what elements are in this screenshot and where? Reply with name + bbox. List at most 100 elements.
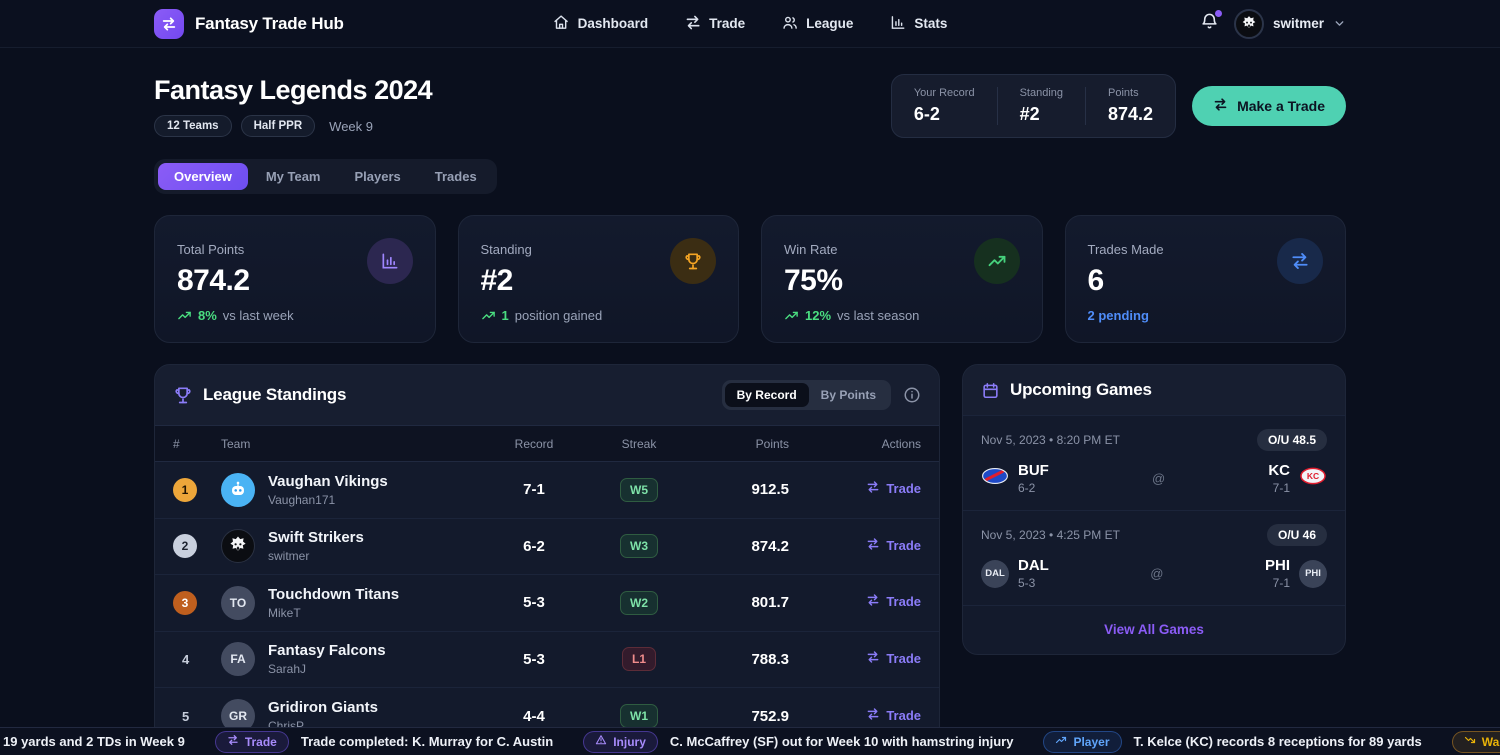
rank-number: 5 bbox=[182, 708, 190, 724]
standings-title: League Standings bbox=[203, 385, 347, 404]
team-points: 801.7 bbox=[751, 594, 789, 612]
trend-text: position gained bbox=[514, 308, 603, 323]
swap-icon bbox=[684, 14, 701, 34]
nav-item-stats[interactable]: Stats bbox=[889, 14, 947, 34]
trend-value: 12% bbox=[805, 308, 832, 323]
league-header: Fantasy Legends 2024 12 Teams Half PPR W… bbox=[154, 74, 1346, 138]
waiver-badge: Waiver bbox=[1451, 730, 1500, 753]
chevron-down-icon bbox=[1333, 17, 1346, 30]
top-nav: Fantasy Trade Hub Dashboard Trade League… bbox=[0, 0, 1500, 48]
at-symbol: @ bbox=[1151, 471, 1166, 486]
sort-by-points-button[interactable]: By Points bbox=[809, 383, 888, 407]
tab-my-team[interactable]: My Team bbox=[250, 163, 337, 190]
away-team-record: 5-3 bbox=[1018, 576, 1036, 590]
streak-badge: W3 bbox=[620, 534, 658, 559]
swap-icon bbox=[866, 537, 880, 554]
nav-item-trade[interactable]: Trade bbox=[684, 14, 745, 34]
record-label: Your Record bbox=[913, 87, 975, 99]
stat-cards: Total Points 874.2 8% vs last week Stand… bbox=[154, 215, 1346, 343]
sort-by-record-button[interactable]: By Record bbox=[724, 383, 809, 407]
ticker-item: Trade Trade completed: K. Murray for C. … bbox=[214, 730, 554, 753]
swap-icon bbox=[1213, 97, 1228, 115]
tab-players[interactable]: Players bbox=[339, 163, 417, 190]
swap-icon bbox=[154, 8, 184, 39]
bell-icon bbox=[1200, 12, 1219, 36]
standing-label: Standing bbox=[1019, 87, 1064, 99]
trend-value: 1 bbox=[501, 308, 509, 323]
pending-trades-note[interactable]: 2 pending bbox=[1087, 308, 1149, 323]
team-owner: Vaughan171 bbox=[268, 492, 336, 507]
wolf-mascot-avatar bbox=[221, 529, 255, 564]
team-name: Touchdown Titans bbox=[268, 585, 400, 603]
page-title: Fantasy Legends 2024 bbox=[154, 75, 433, 105]
stat-card-total-points: Total Points 874.2 8% vs last week bbox=[154, 215, 436, 343]
notifications-button[interactable] bbox=[1200, 9, 1222, 36]
calendar-icon bbox=[981, 381, 1000, 400]
trade-button[interactable]: Trade bbox=[866, 537, 921, 554]
game-date: Nov 5, 2023 • 8:20 PM ET bbox=[981, 433, 1120, 447]
nav-item-league[interactable]: League bbox=[781, 14, 853, 34]
info-icon[interactable] bbox=[903, 386, 921, 404]
avatar bbox=[1233, 8, 1264, 39]
game-row: Nov 5, 2023 • 8:20 PM ET O/U 48.5 BUF 6-… bbox=[963, 415, 1345, 510]
trending-up-icon bbox=[1055, 734, 1067, 749]
bar-chart-icon bbox=[366, 238, 413, 284]
streak-badge: W2 bbox=[620, 590, 658, 615]
swap-icon bbox=[227, 734, 239, 749]
trade-button[interactable]: Trade bbox=[866, 480, 921, 497]
table-row: 1 Vaughan Vikings Vaughan171 7-1 W5 912.… bbox=[155, 462, 939, 519]
trade-button[interactable]: Trade bbox=[866, 650, 921, 667]
stat-card-trades-made: Trades Made 6 2 pending bbox=[1064, 215, 1346, 343]
team-name: Swift Strikers bbox=[268, 529, 364, 547]
upcoming-games-panel: Upcoming Games Nov 5, 2023 • 8:20 PM ET … bbox=[962, 364, 1346, 655]
record-value: 6-2 bbox=[913, 104, 940, 124]
make-a-trade-button[interactable]: Make a Trade bbox=[1192, 86, 1346, 126]
rank-badge: 2 bbox=[173, 534, 197, 559]
league-standings-panel: League Standings By Record By Points # T… bbox=[154, 364, 940, 746]
trophy-icon bbox=[173, 385, 193, 405]
team-record: 6-2 bbox=[523, 537, 545, 555]
points-value: 874.2 bbox=[1108, 104, 1154, 124]
ticker-item: 19 yards and 2 TDs in Week 9 bbox=[3, 734, 185, 749]
swap-icon bbox=[866, 480, 880, 497]
record-summary: Your Record 6-2 Standing #2 Points 874.2 bbox=[890, 74, 1177, 138]
team-owner: MikeT bbox=[268, 605, 301, 620]
team-record: 7-1 bbox=[523, 481, 545, 499]
trade-button[interactable]: Trade bbox=[866, 707, 921, 724]
at-symbol: @ bbox=[1150, 566, 1164, 581]
table-row: 3 TO Touchdown Titans MikeT 5-3 W2 801.7… bbox=[155, 575, 939, 632]
swap-icon bbox=[866, 650, 880, 667]
nav-menu: Dashboard Trade League Stats bbox=[553, 14, 947, 34]
ticker-item: Waiver D. Hopkins claimed off waivers bbox=[1451, 730, 1500, 753]
nav-item-dashboard[interactable]: Dashboard bbox=[553, 14, 648, 34]
team-owner: switmer bbox=[268, 549, 310, 564]
trade-button[interactable]: Trade bbox=[866, 593, 921, 610]
game-row: Nov 5, 2023 • 4:25 PM ET O/U 46 DAL DAL … bbox=[963, 510, 1345, 605]
team-name: Gridiron Giants bbox=[268, 699, 379, 717]
away-team-abbr: BUF bbox=[1018, 462, 1049, 479]
ticker-text: T. Kelce (KC) records 8 receptions for 8… bbox=[1133, 734, 1422, 749]
brand[interactable]: Fantasy Trade Hub bbox=[154, 8, 344, 39]
ticker-text: 19 yards and 2 TDs in Week 9 bbox=[3, 734, 185, 749]
player-badge: Player bbox=[1043, 730, 1122, 753]
team-owner: SarahJ bbox=[268, 662, 307, 677]
swap-icon bbox=[1277, 238, 1323, 284]
home-icon bbox=[553, 14, 570, 34]
bills-logo bbox=[981, 466, 1009, 491]
tab-trades[interactable]: Trades bbox=[419, 163, 493, 190]
brand-name: Fantasy Trade Hub bbox=[195, 13, 344, 33]
week-label: Week 9 bbox=[329, 118, 373, 134]
stat-card-win-rate: Win Rate 75% 12% vs last season bbox=[761, 215, 1043, 343]
user-menu[interactable]: switmer bbox=[1233, 8, 1346, 39]
tab-overview[interactable]: Overview bbox=[158, 163, 248, 190]
ticker-item: Player T. Kelce (KC) records 8 reception… bbox=[1043, 730, 1422, 753]
view-all-games-link[interactable]: View All Games bbox=[1104, 622, 1204, 637]
trophy-icon bbox=[670, 238, 716, 284]
streak-badge: W5 bbox=[620, 477, 658, 502]
ticker-text: Trade completed: K. Murray for C. Austin bbox=[300, 734, 554, 749]
trend-value: 8% bbox=[198, 308, 217, 323]
wolf-mascot-icon bbox=[1242, 15, 1256, 28]
away-team-record: 6-2 bbox=[1018, 481, 1036, 495]
streak-badge: L1 bbox=[621, 647, 656, 672]
standing-value: #2 bbox=[1019, 104, 1040, 124]
